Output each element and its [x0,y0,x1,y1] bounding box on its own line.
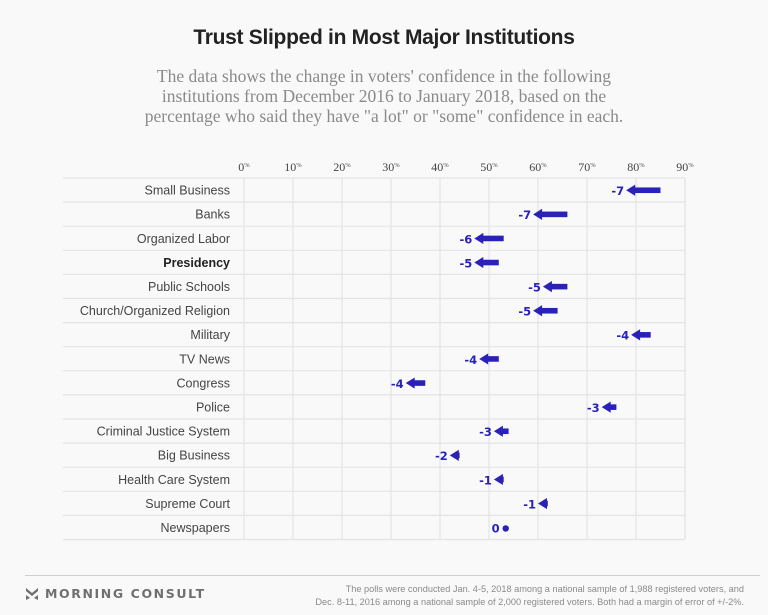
category-label: Public Schools [148,280,230,294]
arrow-shaft [487,356,499,362]
no-change-dot [502,525,509,532]
arrow-head [538,497,547,510]
arrow-head [493,473,503,486]
category-label: Criminal Justice System [97,425,230,439]
change-label: -4 [464,353,477,367]
arrow-shaft [541,211,568,218]
change-label: -6 [460,232,473,246]
arrow-shaft [482,259,499,266]
arrow-marks: -7 -7 -6 -5 -5 -5 -4 -4 -4 -3 -3 -2 -1 -1 0 [391,184,661,535]
x-tick-label: 0% [238,160,250,174]
arrow-shaft [414,380,426,386]
arrow-head [493,425,503,437]
arrow-shaft [502,428,509,435]
category-label: Presidency [163,256,230,270]
change-label: -2 [435,449,448,463]
brand-name: MORNING CONSULT [45,586,206,601]
category-label: Organized Labor [137,232,230,246]
change-label: -5 [528,280,541,294]
arrow-head [533,208,543,220]
change-label: -5 [460,256,473,270]
y-axis-labels: Small Business Banks Organized Labor Presid… [80,184,231,535]
change-label: -4 [616,329,629,343]
change-label: 0 [492,521,500,535]
change-label: -1 [479,473,492,487]
change-label: -4 [391,377,404,391]
x-tick-label: 30% [382,160,400,174]
arrow-head [479,353,489,365]
category-label: Banks [195,208,230,222]
x-tick-label: 90% [676,160,694,174]
change-label: -1 [523,497,536,511]
category-label: Congress [177,376,231,390]
methodology-note-line-2: Dec. 8-11, 2016 among a national sample … [315,596,744,607]
category-label: Police [196,400,230,414]
x-tick-label: 60% [529,160,547,174]
arrow-shaft [541,307,558,314]
arrow-shaft [458,452,460,459]
arrow-shaft [634,187,661,194]
arrow-chart: 0% 10% 20% 30% 40% 50% 60% 70% 80% 90% Small Busi… [63,160,694,541]
arrow-shaft [551,283,568,290]
arrow-head [542,281,552,293]
footer-divider [25,575,760,576]
grid [63,177,686,541]
chart-title: Trust Slipped in Most Major Institutions [193,26,575,49]
x-tick-label: 50% [480,160,498,174]
change-label: -3 [587,401,600,415]
arrow-shaft [482,235,504,242]
methodology-note: The polls were conducted Jan. 4-5, 2018 … [274,583,744,608]
x-axis-ticks: 0% 10% 20% 30% 40% 50% 60% 70% 80% 90% [238,160,694,174]
x-tick-label: 10% [284,160,302,174]
chart-subtitle: The data shows the change in voters' con… [144,66,624,126]
arrow-head [601,401,611,413]
change-label: -3 [479,425,492,439]
change-label: -5 [518,305,531,319]
category-label: Newspapers [161,521,230,535]
arrow-head [626,184,636,196]
category-label: Big Business [158,449,230,463]
arrow-shaft [610,404,617,410]
arrow-head [449,449,459,461]
x-tick-label: 40% [431,160,449,174]
arrow-head [405,377,415,389]
x-tick-label: 80% [627,160,645,174]
x-tick-label: 70% [578,160,596,174]
category-label: Small Business [145,184,230,198]
arrow-shaft [546,500,548,507]
arrow-head [474,232,484,245]
arrow-head [474,256,484,269]
category-label: Supreme Court [145,497,230,511]
brand-logo: MORNING CONSULT [25,586,206,601]
arrow-shaft [639,332,651,338]
category-label: Military [190,328,230,342]
arrow-shaft [502,476,504,483]
category-label: Health Care System [118,473,230,487]
arrow-head [631,329,641,341]
x-tick-label: 20% [333,160,351,174]
methodology-note-line-1: The polls were conducted Jan. 4-5, 2018 … [345,584,744,594]
category-label: TV News [179,352,230,366]
morning-consult-chevron-icon [26,587,38,600]
change-label: -7 [611,184,624,198]
change-label: -7 [518,208,531,222]
category-label: Church/Organized Religion [80,304,230,318]
arrow-head [533,305,543,317]
